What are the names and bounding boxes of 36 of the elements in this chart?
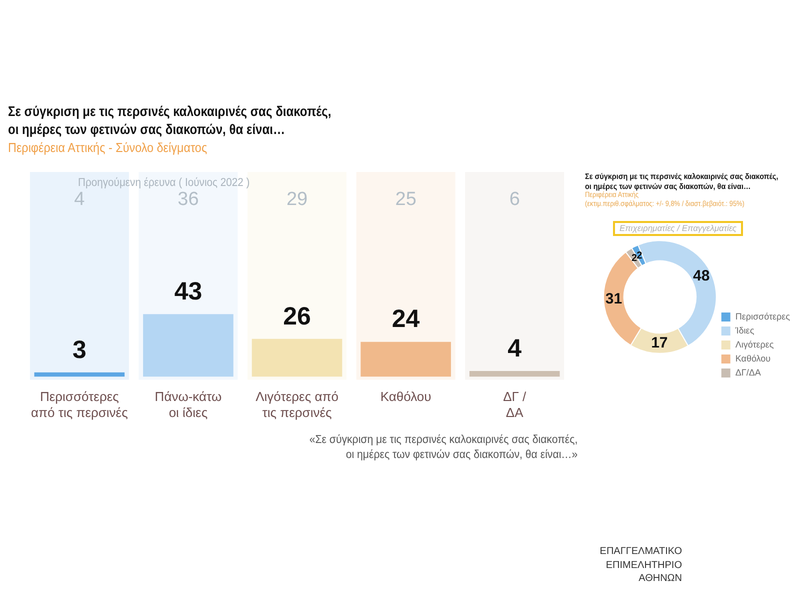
data-label: 17 (651, 334, 668, 352)
data-label: 48 (693, 268, 710, 285)
x-tick-label: Πάνω-κάτω οι ίδιες (154, 389, 222, 420)
data-label: 43 (174, 278, 202, 306)
bar (360, 342, 451, 377)
text: 36 (178, 189, 199, 210)
text: Προηγούμενη έρευνα ( Ιούνιος 2022 ) (78, 176, 250, 190)
data-label: 4 (508, 334, 522, 362)
chart-subtitle: Περιφέρεια Αττικής - Σύνολο δείγματος (8, 140, 208, 156)
bar (469, 370, 560, 377)
chart-title: Σε σύγκριση με τις περσινές καλοκαιρινές σας διακοπές, οι ημέρες των φετινών σας διακοπών, θα είναι… (8, 102, 332, 138)
legend-label: ΔΓ/ΔΑ (735, 367, 761, 378)
legend-label: Λιγότερες (735, 339, 774, 350)
data-label: 3 (72, 336, 86, 364)
chart-title: Σε σύγκριση με τις περσινές καλοκαιρινές σας διακοπές, οι ημέρες των φετινών σας διακοπών, θα είναι… (585, 172, 778, 191)
x-tick-label: ΔΓ / ΔΑ (503, 389, 527, 420)
x-tick-label: Καθόλου (380, 389, 432, 404)
data-label: 2 (632, 253, 638, 264)
legend-label: Καθόλου (735, 353, 771, 364)
text: 29 (286, 189, 308, 210)
text: 6 (509, 189, 520, 210)
x-tick-label: Λιγότερες από τις περσινές (256, 389, 338, 420)
legend-label: Ίδιες (734, 325, 755, 336)
bar (252, 338, 342, 377)
data-label: 2 (636, 250, 643, 262)
text: ΕΠΑΓΓΕΛΜΑΤΙΚΟ ΕΠΙΜΕΛΗΤΗΡΙΟ ΑΘΗΝΩΝ (600, 545, 682, 586)
text: 25 (395, 189, 416, 210)
legend-label: Περισσότερες (735, 311, 791, 322)
x-tick-label: Περισσότερες από τις περσινές (31, 389, 128, 420)
bar (143, 314, 234, 377)
data-label: 26 (283, 302, 311, 330)
text: Επιχειρηματίες / Επαγγελματίες (613, 221, 743, 236)
data-label: 31 (605, 290, 622, 308)
data-label: 24 (392, 305, 420, 334)
text: «Σε σύγκριση με τις περσινές καλοκαιρινές σας διακοπές, οι ημέρες των φετινών σας διακοπών, θα είναι…» (310, 433, 578, 463)
bar (34, 372, 125, 377)
